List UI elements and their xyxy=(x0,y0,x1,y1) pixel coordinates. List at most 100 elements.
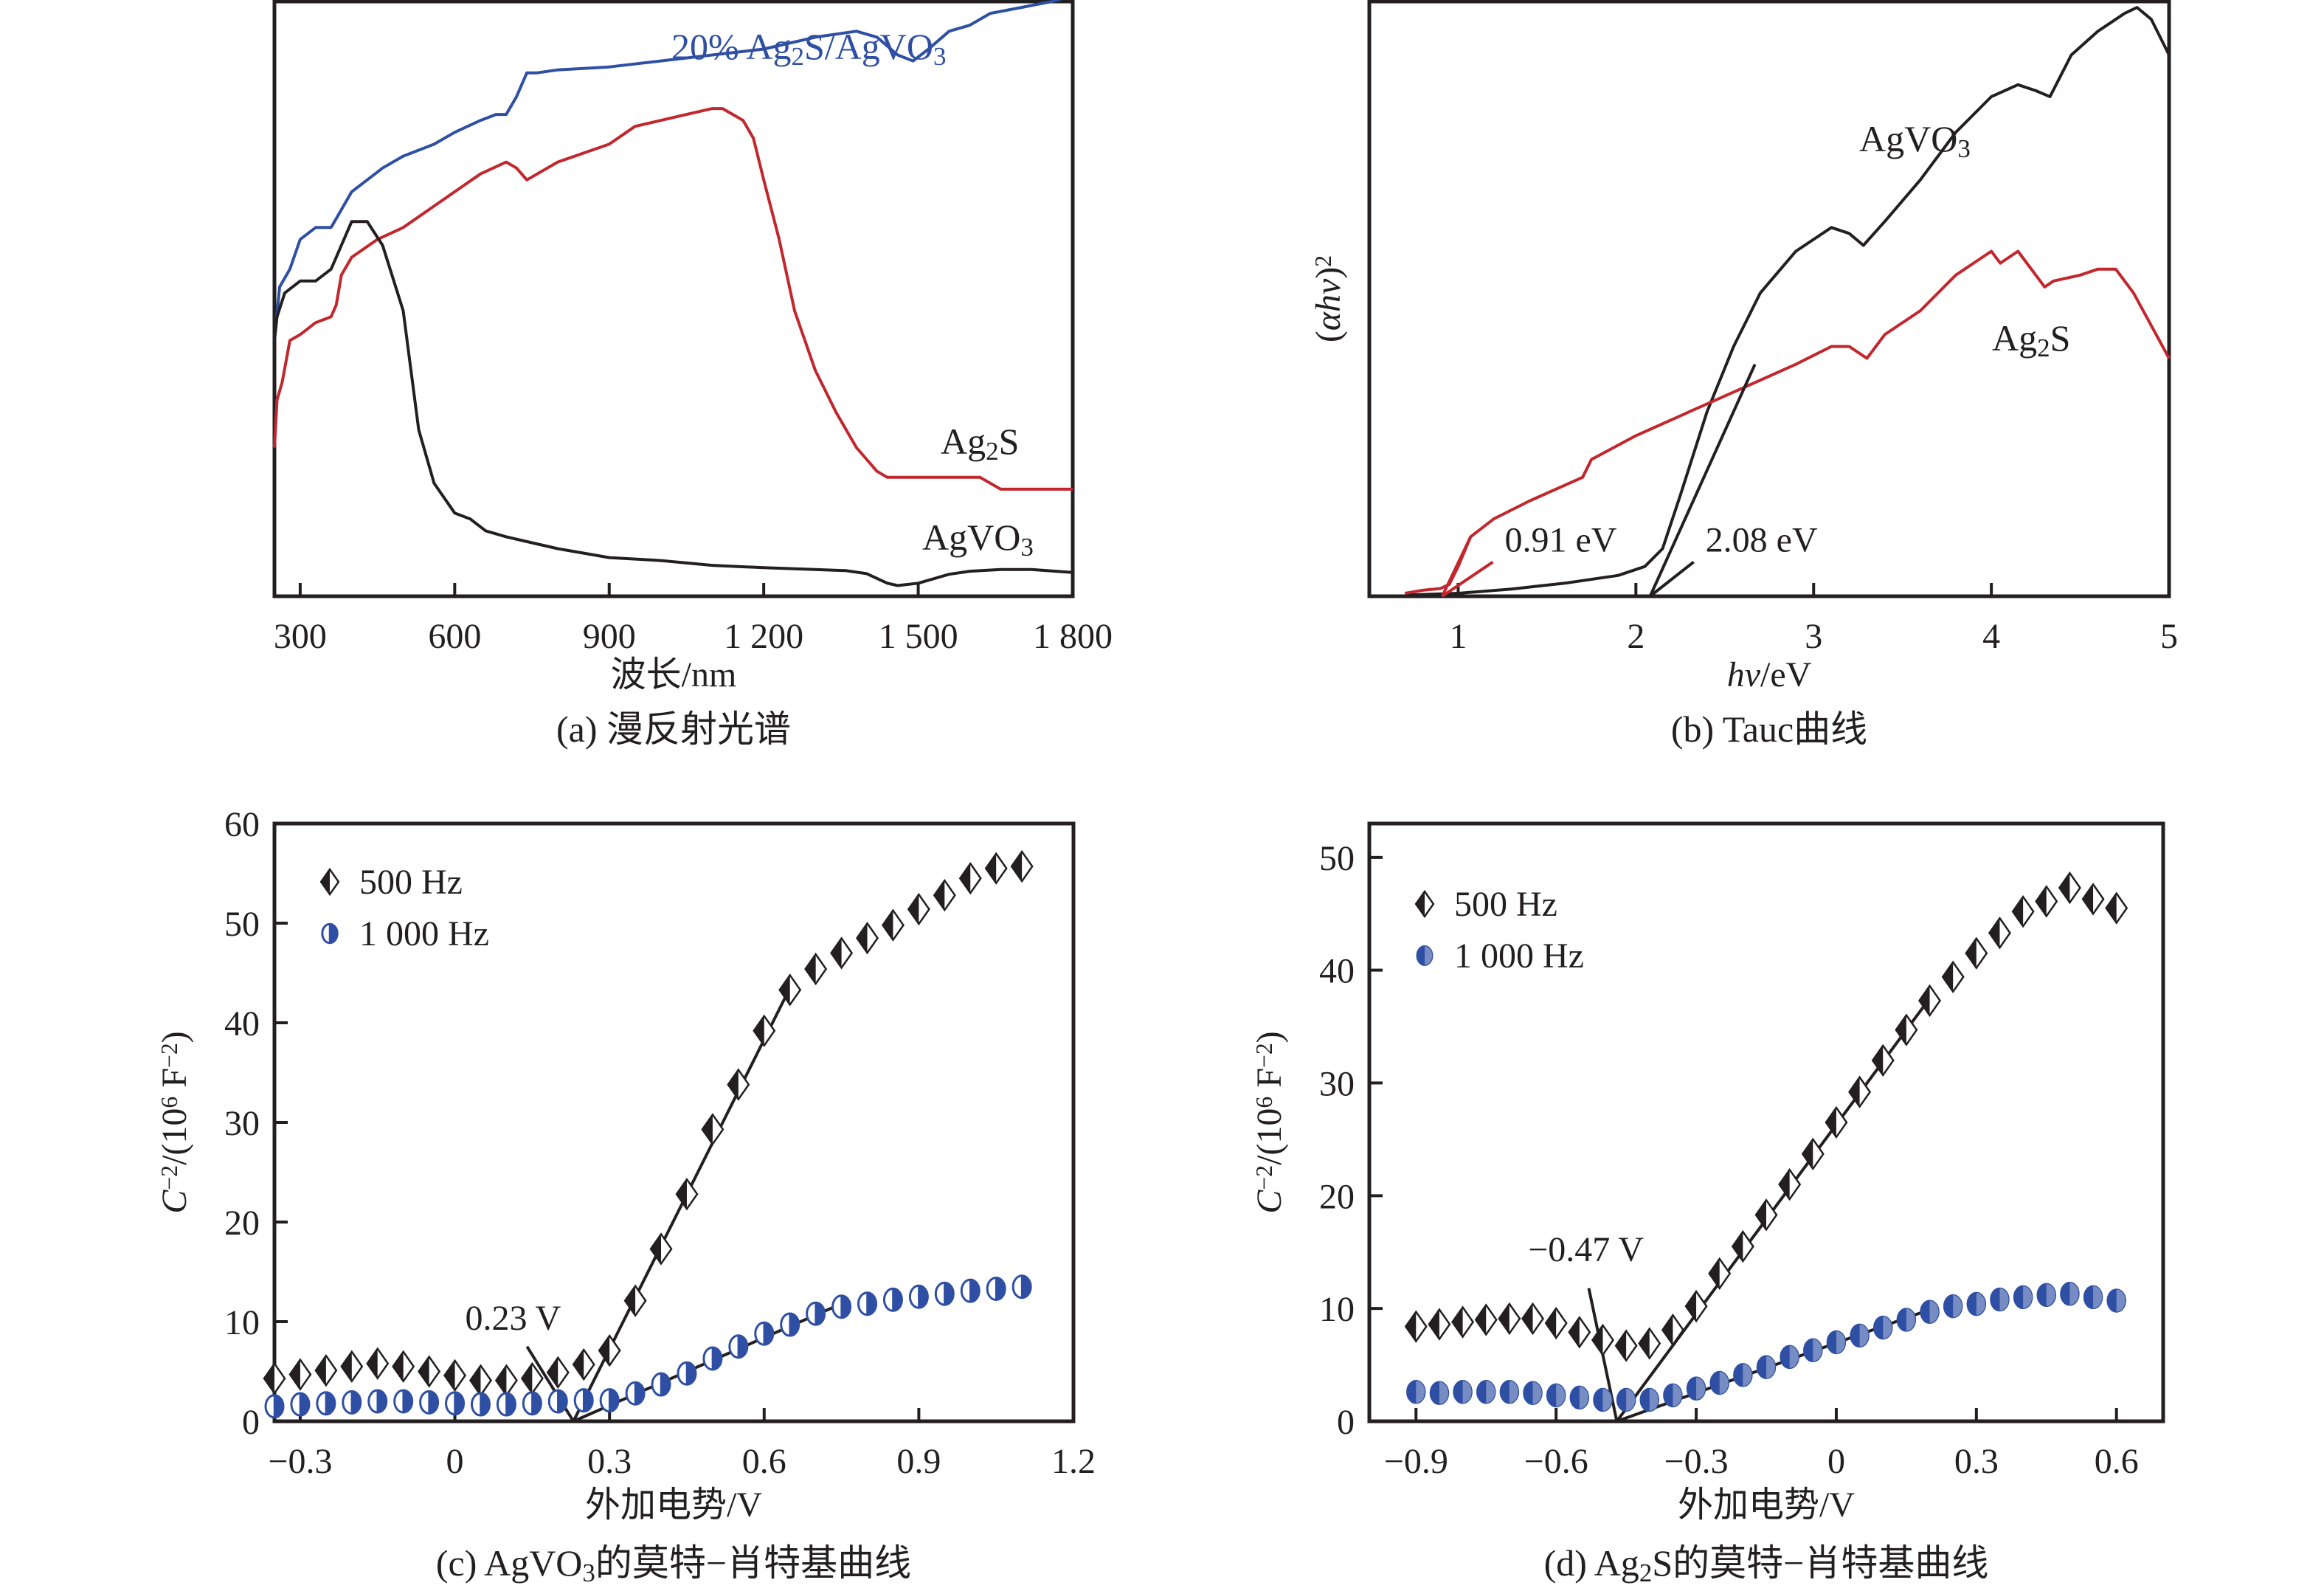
data-point-1000hz xyxy=(1593,1387,1613,1412)
data-point-1000hz xyxy=(2013,1285,2033,1310)
x-axis-title: hv/eV xyxy=(1727,655,1812,694)
data-point-1000hz xyxy=(1453,1380,1473,1404)
panel-b-tauc: 1 2 3 4 5 hv/eV (αhv)2 (b) Tauc曲线 AgVO3 Ag2S 0.91 … xyxy=(1309,0,2178,750)
x-tick-label: 5 xyxy=(2160,617,2178,656)
data-point-500hz xyxy=(984,852,1008,885)
series-line-agvo3 xyxy=(1405,6,2171,597)
x-tick-label: −0.3 xyxy=(1664,1442,1729,1481)
x-tick-label: 300 xyxy=(274,617,327,656)
data-point-500hz xyxy=(1848,1075,1872,1108)
data-point-500hz xyxy=(753,1014,776,1047)
panel-caption: (b) Tauc曲线 xyxy=(1671,708,1867,750)
data-point-500hz xyxy=(418,1355,441,1388)
data-point-500hz xyxy=(263,1362,286,1395)
series-line-ag2s-tangent xyxy=(1440,536,1473,597)
data-point-500hz xyxy=(1404,1310,1428,1343)
data-point-1000hz xyxy=(677,1361,697,1386)
data-point-1000hz xyxy=(1499,1380,1520,1404)
data-point-1000hz xyxy=(1663,1383,1683,1408)
data-point-1000hz xyxy=(1523,1381,1543,1406)
y-tick-label: 60 xyxy=(224,805,260,844)
data-point-1000hz xyxy=(1850,1323,1870,1348)
x-tick-label: −0.9 xyxy=(1384,1442,1448,1481)
x-tick-label: 1 800 xyxy=(1033,617,1113,656)
data-point-1000hz xyxy=(367,1389,388,1414)
legend-marker-1000hz xyxy=(321,922,339,945)
series-line-20-ag2s-agvo3 xyxy=(273,0,1063,341)
legend: 500 Hz 1 000 Hz xyxy=(1414,885,1584,976)
y-tick-label: 0 xyxy=(242,1403,260,1442)
data-point-1000hz xyxy=(1639,1387,1660,1412)
legend-label: 1 000 Hz xyxy=(1454,936,1584,976)
data-point-1000hz xyxy=(780,1312,800,1337)
plot-frame xyxy=(1367,0,2171,598)
data-point-1000hz xyxy=(986,1276,1006,1301)
data-point-500hz xyxy=(443,1359,467,1392)
plot-frame xyxy=(1367,821,2165,1423)
data-point-500hz xyxy=(830,936,854,970)
data-point-1000hz xyxy=(1803,1338,1823,1362)
data-point-500hz xyxy=(1988,917,2011,950)
annotation-leader xyxy=(1649,560,1695,598)
data-point-500hz xyxy=(1708,1257,1732,1290)
data-point-1000hz xyxy=(1011,1274,1032,1300)
x-tick-label: 2 xyxy=(1627,617,1645,656)
x-axis-title: 外加电势/V xyxy=(1678,1485,1855,1525)
data-point-1000hz xyxy=(316,1391,336,1416)
data-point-1000hz xyxy=(1966,1291,1987,1316)
data-point-1000hz xyxy=(2036,1283,2057,1308)
data-point-1000hz xyxy=(806,1301,826,1326)
x-tick-label: 1 500 xyxy=(879,617,958,656)
y-axis-title: C−2/(106 F−2) xyxy=(155,1031,194,1213)
data-point-500hz xyxy=(1474,1303,1498,1336)
data-point-1000hz xyxy=(2083,1285,2103,1310)
x-tick-label: 600 xyxy=(428,617,481,656)
data-point-500hz xyxy=(1498,1302,1521,1336)
plot-frame xyxy=(272,821,1076,1423)
x-tick-label: 0.6 xyxy=(742,1442,786,1481)
y-tick-label: 10 xyxy=(1319,1290,1355,1329)
data-point-1000hz xyxy=(522,1391,542,1416)
data-point-1000hz xyxy=(651,1372,671,1397)
data-point-500hz xyxy=(1684,1289,1708,1323)
data-point-500hz xyxy=(1871,1043,1895,1077)
data-point-1000hz xyxy=(1546,1383,1566,1408)
data-point-1000hz xyxy=(908,1284,929,1309)
series-label: Ag2S xyxy=(941,421,1019,466)
data-point-500hz xyxy=(392,1350,415,1383)
data-point-500hz xyxy=(1428,1308,1451,1341)
data-point-500hz xyxy=(2011,895,2035,928)
y-tick-label: 40 xyxy=(1319,952,1355,991)
data-point-500hz xyxy=(649,1232,673,1266)
data-point-1000hz xyxy=(754,1321,775,1346)
y-axis-title: C−2/(106 F−2) xyxy=(1250,1031,1289,1213)
data-point-500hz xyxy=(1661,1314,1684,1347)
data-point-500hz xyxy=(778,973,802,1007)
data-point-500hz xyxy=(2058,871,2081,905)
data-point-500hz xyxy=(623,1284,647,1317)
y-tick-label: 50 xyxy=(224,905,260,944)
x-tick-label: 0 xyxy=(446,1442,464,1481)
data-point-500hz xyxy=(958,862,982,895)
data-point-1000hz xyxy=(1896,1308,1917,1332)
legend-marker-1000hz xyxy=(1416,945,1434,966)
panel-a-diffuse-reflectance: 300 600 900 1 200 1 500 1 800 波长/nm (a) 漫反射光谱 20… xyxy=(272,0,1113,750)
data-point-1000hz xyxy=(342,1390,362,1415)
x-tick-label: 900 xyxy=(583,617,636,656)
y-tick-label: 20 xyxy=(224,1204,260,1243)
data-point-1000hz xyxy=(419,1390,440,1415)
x-tick-label: 4 xyxy=(1982,617,2000,656)
y-tick-label: 0 xyxy=(1337,1403,1355,1442)
data-point-500hz xyxy=(1895,1013,1918,1046)
data-point-1000hz xyxy=(264,1394,285,1419)
data-point-500hz xyxy=(1731,1229,1754,1263)
legend-marker-500hz xyxy=(1414,889,1435,919)
series-label: 20% Ag2S/AgVO3 xyxy=(671,26,947,71)
legend-label: 500 Hz xyxy=(359,863,463,902)
data-point-1000hz xyxy=(1872,1315,1893,1340)
y-tick-label: 30 xyxy=(1319,1065,1355,1104)
data-point-500hz xyxy=(855,922,879,955)
x-tick-label: 0.3 xyxy=(1954,1442,1999,1481)
data-point-500hz xyxy=(727,1068,750,1101)
